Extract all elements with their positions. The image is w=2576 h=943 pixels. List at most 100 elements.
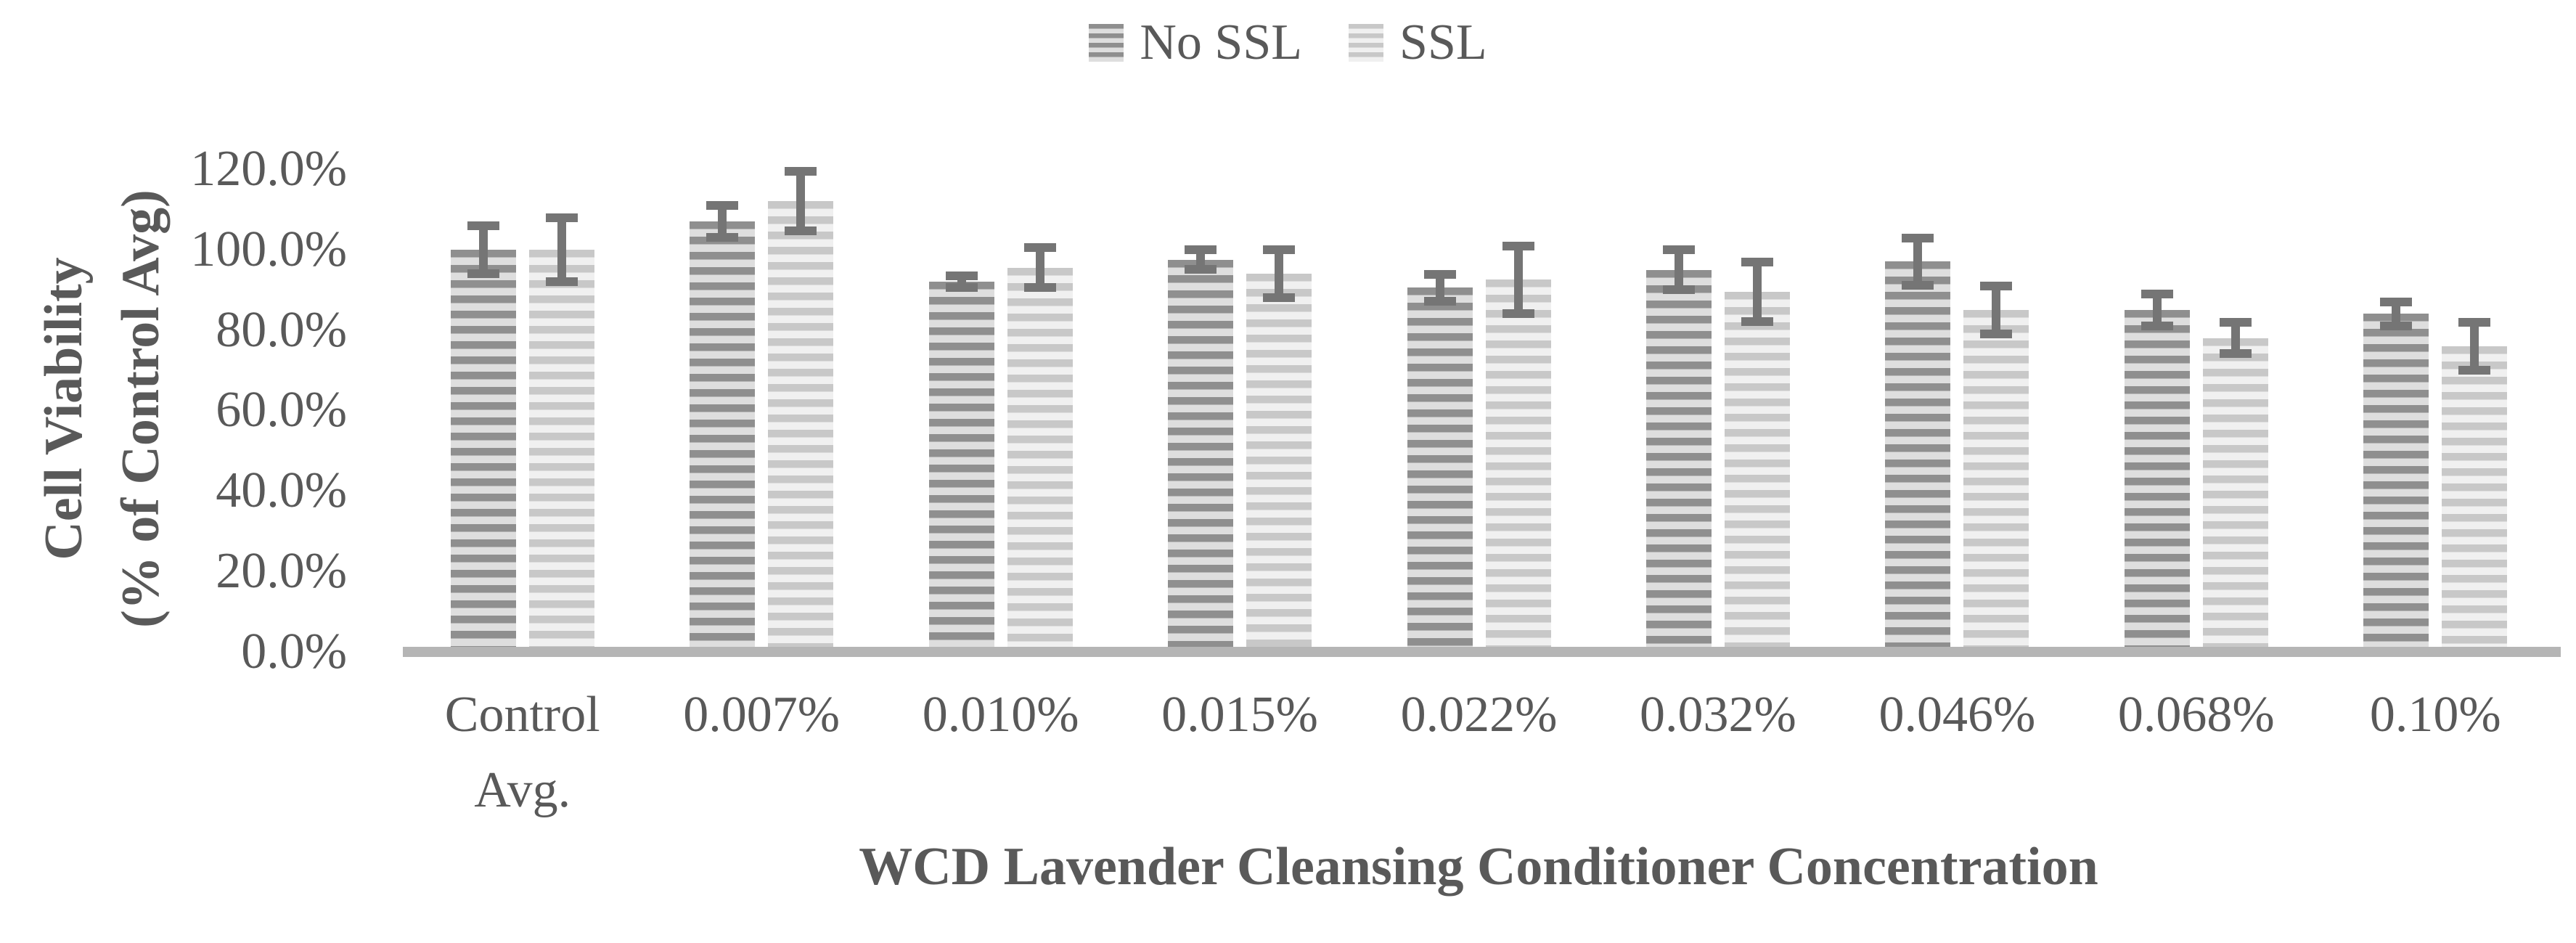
error-bar-bottom-cap bbox=[945, 282, 978, 292]
error-bar-bottom-cap bbox=[1902, 281, 1934, 290]
error-bar bbox=[2219, 318, 2252, 359]
error-bar-bottom-cap bbox=[1662, 285, 1695, 294]
chart-legend: No SSL SSL bbox=[0, 12, 2576, 74]
x-axis-category-label: 0.022% bbox=[1400, 687, 1558, 743]
no-ssl-bar-0-015- bbox=[1168, 259, 1234, 656]
error-bar-top-cap bbox=[2140, 290, 2173, 299]
error-bar-bottom-cap bbox=[1423, 297, 1456, 306]
error-bar bbox=[706, 201, 739, 242]
x-axis-category-label: 0.032% bbox=[1640, 687, 1796, 743]
error-bar-top-cap bbox=[785, 167, 817, 176]
error-bar bbox=[2140, 290, 2173, 330]
legend-item-no-ssl: No SSL bbox=[1089, 17, 1302, 68]
ssl-bar-0-022- bbox=[1485, 279, 1551, 656]
no-ssl-bar-0-10- bbox=[2363, 314, 2429, 656]
legend-item-ssl: SSL bbox=[1349, 17, 1487, 68]
ssl-bar-0-032- bbox=[1724, 291, 1790, 656]
error-bar bbox=[1662, 245, 1695, 294]
legend-label-ssl: SSL bbox=[1399, 15, 1487, 70]
error-bar-stem bbox=[557, 213, 566, 286]
error-bar-stem bbox=[1435, 269, 1444, 306]
error-bar-stem bbox=[1674, 245, 1683, 294]
error-bar-top-cap bbox=[545, 213, 578, 222]
ssl-bar-0-007- bbox=[768, 201, 834, 656]
error-bar-stem bbox=[1035, 243, 1044, 292]
x-axis-category-label: Control Avg. bbox=[444, 687, 600, 818]
x-axis-line bbox=[403, 647, 2561, 657]
error-bar-top-cap bbox=[2380, 298, 2413, 307]
error-bar-bottom-cap bbox=[2140, 321, 2173, 330]
error-bar-top-cap bbox=[2219, 318, 2252, 327]
error-bar bbox=[945, 272, 978, 292]
error-bar bbox=[1741, 257, 1773, 327]
error-bar-stem bbox=[2470, 318, 2479, 375]
error-bar-top-cap bbox=[1423, 269, 1456, 279]
error-bar-top-cap bbox=[1023, 243, 1056, 253]
error-bar-top-cap bbox=[1662, 245, 1695, 255]
ssl-bar-0-010- bbox=[1007, 267, 1073, 656]
error-bar bbox=[467, 221, 499, 278]
x-axis-category-label: 0.068% bbox=[2117, 687, 2275, 743]
error-bar bbox=[1263, 245, 1296, 302]
legend-label-no-ssl: No SSL bbox=[1140, 15, 1303, 70]
error-bar-stem bbox=[2231, 318, 2240, 359]
error-bar-stem bbox=[1513, 241, 1523, 318]
error-bar bbox=[1902, 233, 1934, 290]
error-bar-bottom-cap bbox=[706, 232, 739, 242]
error-bar-bottom-cap bbox=[467, 269, 499, 278]
error-bar-top-cap bbox=[1185, 245, 1217, 255]
x-axis-category-label: 0.007% bbox=[683, 687, 841, 743]
ssl-bar-0-015- bbox=[1246, 274, 1312, 656]
error-bar bbox=[1023, 243, 1056, 292]
no-ssl-bar-0-010- bbox=[928, 282, 994, 656]
error-bar-top-cap bbox=[2458, 318, 2491, 327]
error-bar-top-cap bbox=[1263, 245, 1296, 255]
error-bar-stem bbox=[718, 201, 727, 242]
error-bar bbox=[545, 213, 578, 286]
error-bar-top-cap bbox=[1502, 241, 1534, 250]
error-bar-bottom-cap bbox=[2219, 349, 2252, 359]
error-bar-bottom-cap bbox=[1741, 317, 1773, 327]
error-bar-bottom-cap bbox=[1980, 329, 2013, 338]
error-bar-stem bbox=[1752, 257, 1762, 327]
error-bar-top-cap bbox=[467, 221, 499, 230]
ssl-bar-0-10- bbox=[2442, 346, 2508, 656]
ssl-bar-control-avg- bbox=[528, 249, 594, 656]
ssl-swatch-icon bbox=[1349, 24, 1384, 62]
y-axis-tick-label: 40.0% bbox=[216, 462, 347, 519]
error-bar bbox=[2380, 298, 2413, 330]
error-bar-bottom-cap bbox=[1263, 293, 1296, 302]
error-bar bbox=[2458, 318, 2491, 375]
error-bar-stem bbox=[2152, 290, 2162, 330]
ssl-bar-0-068- bbox=[2202, 338, 2268, 656]
error-bar-bottom-cap bbox=[1185, 265, 1217, 274]
y-axis-tick-label: 0.0% bbox=[241, 624, 347, 679]
error-bar-top-cap bbox=[706, 201, 739, 211]
no-ssl-bar-0-068- bbox=[2124, 309, 2190, 656]
y-axis-tick-label: 80.0% bbox=[216, 301, 347, 358]
error-bar-stem bbox=[1992, 282, 2001, 338]
error-bar-bottom-cap bbox=[2458, 365, 2491, 375]
error-bar bbox=[1185, 245, 1217, 274]
error-bar bbox=[1980, 282, 2013, 338]
error-bar-stem bbox=[1913, 233, 1923, 290]
no-ssl-bar-control-avg- bbox=[450, 249, 516, 656]
y-axis-tick-label: 20.0% bbox=[216, 543, 347, 600]
error-bar-stem bbox=[796, 167, 806, 236]
x-axis-category-label: 0.015% bbox=[1161, 687, 1318, 743]
error-bar-top-cap bbox=[945, 272, 978, 281]
y-axis-tick-label: 60.0% bbox=[216, 382, 347, 438]
y-axis-tick-label: 120.0% bbox=[190, 140, 347, 197]
error-bar-top-cap bbox=[1741, 257, 1773, 266]
x-axis-category-label: 0.010% bbox=[922, 687, 1079, 743]
error-bar bbox=[1502, 241, 1534, 318]
error-bar bbox=[785, 167, 817, 236]
error-bar-bottom-cap bbox=[785, 226, 817, 236]
x-axis-category-label: 0.10% bbox=[2369, 687, 2501, 743]
error-bar-bottom-cap bbox=[1502, 309, 1534, 318]
x-axis-category-label: 0.046% bbox=[1878, 687, 2036, 743]
ssl-bar-0-046- bbox=[1963, 309, 2029, 656]
error-bar-stem bbox=[1275, 245, 1284, 302]
error-bar-bottom-cap bbox=[1023, 282, 1056, 292]
